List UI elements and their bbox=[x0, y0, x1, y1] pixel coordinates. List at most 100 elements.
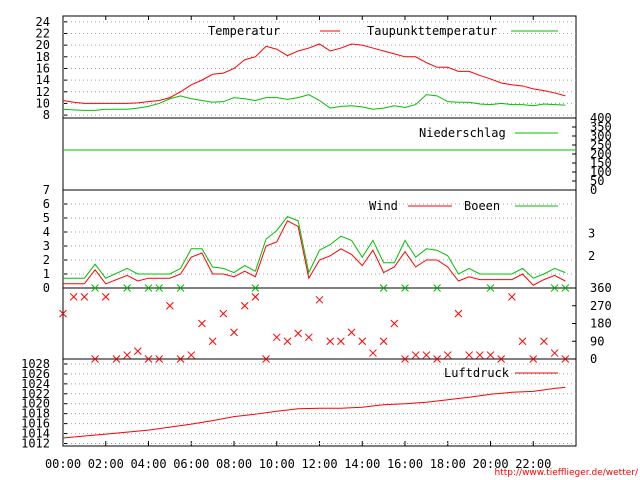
wind_direction-series-0-point-45 bbox=[540, 337, 548, 346]
cross-stroke-b bbox=[401, 355, 409, 363]
wind_direction-series-0-point-2 bbox=[80, 293, 89, 301]
pressure-ytick-label-1: 1014 bbox=[21, 427, 50, 441]
cross-stroke-b bbox=[422, 351, 431, 359]
wind_direction-series-0-point-25 bbox=[326, 337, 335, 346]
wind_direction-ytick-right-label-0: 0 bbox=[590, 352, 597, 366]
cross-stroke-b bbox=[251, 284, 260, 292]
cross-stroke-b bbox=[433, 355, 441, 363]
cross-stroke-b bbox=[166, 301, 174, 310]
pressure-ytick-label-2: 1016 bbox=[21, 417, 50, 431]
legend-wind-label: Wind bbox=[369, 199, 398, 213]
legend-pressure-label: Luftdruck bbox=[444, 366, 510, 380]
x-tick-label-6: 12:00 bbox=[301, 457, 337, 471]
wind_direction-series-0-point-9 bbox=[155, 355, 164, 363]
cross-stroke-b bbox=[176, 284, 185, 292]
wind_direction-series-1-point-32 bbox=[401, 284, 409, 292]
x-tick-label-1: 02:00 bbox=[88, 457, 124, 471]
cross-stroke-b bbox=[561, 284, 570, 292]
wind_direction-series-0-point-16 bbox=[230, 328, 238, 337]
wind-beaufort-label-0: 2 bbox=[588, 249, 595, 263]
x-tick-label-0: 00:00 bbox=[45, 457, 81, 471]
wind_direction-ytick-right-label-2: 180 bbox=[590, 317, 612, 331]
wind_direction-ytick-right-label-4: 360 bbox=[590, 281, 612, 295]
wind-ytick-label-0: 0 bbox=[43, 281, 50, 295]
cross-stroke-b bbox=[251, 293, 260, 301]
wind_direction-series-0-point-12 bbox=[187, 351, 196, 359]
x-tick-label-4: 08:00 bbox=[216, 457, 252, 471]
cross-stroke-b bbox=[486, 351, 495, 359]
wind_direction-series-0-point-15 bbox=[219, 309, 228, 318]
cross-stroke-b bbox=[550, 284, 559, 292]
cross-stroke-b bbox=[69, 293, 78, 301]
x-tick-label-8: 16:00 bbox=[387, 457, 423, 471]
cross-stroke-b bbox=[379, 337, 388, 346]
temperature-ytick-label-0: 8 bbox=[43, 108, 50, 122]
cross-stroke-b bbox=[401, 284, 409, 292]
wind-ytick-label-3: 3 bbox=[43, 239, 50, 253]
wind_direction-series-0-point-23 bbox=[304, 333, 313, 342]
cross-stroke-b bbox=[411, 351, 420, 359]
wind_direction-series-0-point-19 bbox=[262, 355, 270, 363]
legend-gusts-label: Boeen bbox=[464, 199, 500, 213]
x-tick-label-7: 14:00 bbox=[344, 457, 380, 471]
wind_direction-series-0-point-36 bbox=[443, 351, 452, 359]
cross-stroke-b bbox=[230, 328, 238, 337]
cross-stroke-b bbox=[80, 293, 89, 301]
cross-stroke-b bbox=[347, 328, 356, 337]
wind_direction-series-0-point-39 bbox=[475, 351, 484, 359]
wind_direction-series-0-point-7 bbox=[133, 347, 142, 355]
cross-stroke-b bbox=[272, 333, 281, 342]
cross-stroke-b bbox=[508, 293, 516, 301]
cross-stroke-b bbox=[187, 351, 196, 359]
cross-stroke-b bbox=[240, 301, 249, 310]
cross-stroke-b bbox=[369, 349, 377, 357]
cross-stroke-b bbox=[379, 284, 388, 292]
wind_direction-series-1-point-6 bbox=[123, 284, 131, 292]
wind_direction-series-0-point-6 bbox=[123, 351, 131, 359]
cross-stroke-b bbox=[337, 337, 345, 346]
cross-stroke-b bbox=[315, 295, 324, 304]
wind_direction-series-0-point-20 bbox=[272, 333, 281, 342]
precipitation-ytick-right-label-6: 300 bbox=[590, 129, 612, 143]
cross-stroke-b bbox=[540, 337, 548, 346]
cross-stroke-b bbox=[133, 347, 142, 355]
x-tick-label-3: 06:00 bbox=[173, 457, 209, 471]
wind_direction-series-0-point-34 bbox=[422, 351, 431, 359]
wind-ytick-label-7: 7 bbox=[43, 183, 50, 197]
x-tick-label-10: 20:00 bbox=[472, 457, 508, 471]
wind_direction-series-0-point-11 bbox=[176, 355, 185, 363]
precipitation-ytick-right-label-0: 0 bbox=[590, 183, 597, 197]
wind_direction-series-0-point-24 bbox=[315, 295, 324, 304]
wind_direction-series-0-point-37 bbox=[454, 309, 463, 318]
wind_direction-series-1-point-47 bbox=[561, 284, 570, 292]
precipitation-ytick-right-label-1: 50 bbox=[590, 174, 604, 188]
x-tick-label-9: 18:00 bbox=[430, 457, 466, 471]
cross-stroke-b bbox=[304, 333, 313, 342]
precipitation-ytick-right-label-5: 250 bbox=[590, 138, 612, 152]
cross-stroke-b bbox=[91, 355, 99, 363]
cross-stroke-b bbox=[561, 355, 570, 363]
cross-stroke-b bbox=[101, 293, 110, 301]
cross-stroke-b bbox=[497, 355, 506, 363]
wind_direction-series-0-point-27 bbox=[347, 328, 356, 337]
pressure-ytick-label-0: 1012 bbox=[21, 437, 50, 451]
cross-stroke-b bbox=[475, 351, 484, 359]
cross-stroke-b bbox=[518, 337, 527, 346]
precipitation-ytick-right-label-2: 100 bbox=[590, 165, 612, 179]
cross-stroke-b bbox=[486, 284, 495, 292]
cross-stroke-b bbox=[155, 284, 164, 292]
cross-stroke-b bbox=[454, 309, 463, 318]
wind_direction-series-0-point-17 bbox=[240, 301, 249, 310]
wind_direction-series-0-point-8 bbox=[144, 355, 153, 363]
temperature-ytick-label-3: 14 bbox=[36, 73, 50, 87]
temperature-ytick-label-4: 16 bbox=[36, 61, 50, 75]
cross-stroke-b bbox=[443, 351, 452, 359]
wind_direction-ytick-right-label-1: 90 bbox=[590, 334, 604, 348]
cross-stroke-b bbox=[358, 337, 367, 346]
wind_direction-series-0-point-4 bbox=[101, 293, 110, 301]
wind_direction-series-0-point-13 bbox=[198, 319, 206, 328]
precipitation-ytick-right-label-8: 400 bbox=[590, 111, 612, 125]
wind_direction-series-0-point-43 bbox=[518, 337, 527, 346]
x-tick-label-11: 22:00 bbox=[515, 457, 551, 471]
axis-labels: 00:00 02:00 04:00 06:00 08:00 10:00 12:00 14:00… bbox=[21, 15, 612, 471]
